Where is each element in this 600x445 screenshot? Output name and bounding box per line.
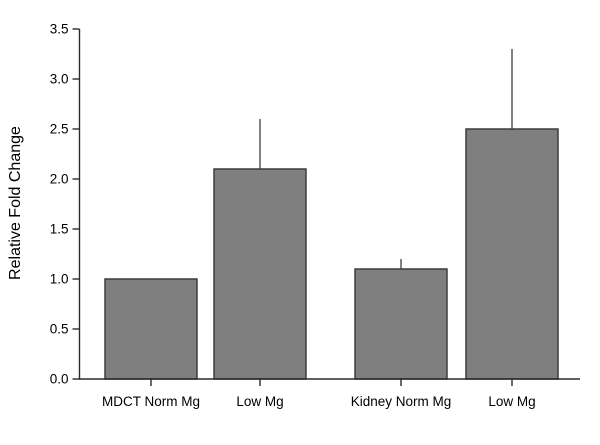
- y-tick-label-0: 0.0: [50, 372, 69, 387]
- y-axis-label: Relative Fold Change: [7, 126, 24, 280]
- y-tick-label-7: 3.5: [50, 22, 69, 37]
- bar-1: [213, 168, 307, 380]
- x-tick-label-1: Low Mg: [236, 394, 283, 409]
- x-tick-label-0: MDCT Norm Mg: [102, 394, 200, 409]
- y-tick-label-6: 3.0: [50, 72, 69, 87]
- y-tick-label-4: 2.0: [50, 172, 69, 187]
- x-tick-label-3: Low Mg: [488, 394, 535, 409]
- tick-labels-layer: 0.0 0.5 1.0 1.5 2.0 2.5 3.0 3.5 MDCT Norm Mg Low …: [50, 22, 536, 410]
- bar-3: [465, 128, 559, 380]
- bars-layer: [104, 128, 559, 380]
- y-tick-label-2: 1.0: [50, 272, 69, 287]
- bar-0: [104, 278, 198, 380]
- y-tick-label-5: 2.5: [50, 122, 69, 137]
- error-bars-layer: [259, 49, 513, 269]
- axes-layer: [72, 28, 580, 386]
- bar-2: [354, 268, 448, 380]
- y-tick-label-3: 1.5: [50, 222, 69, 237]
- y-tick-label-1: 0.5: [50, 322, 69, 337]
- x-tick-label-2: Kidney Norm Mg: [351, 394, 452, 409]
